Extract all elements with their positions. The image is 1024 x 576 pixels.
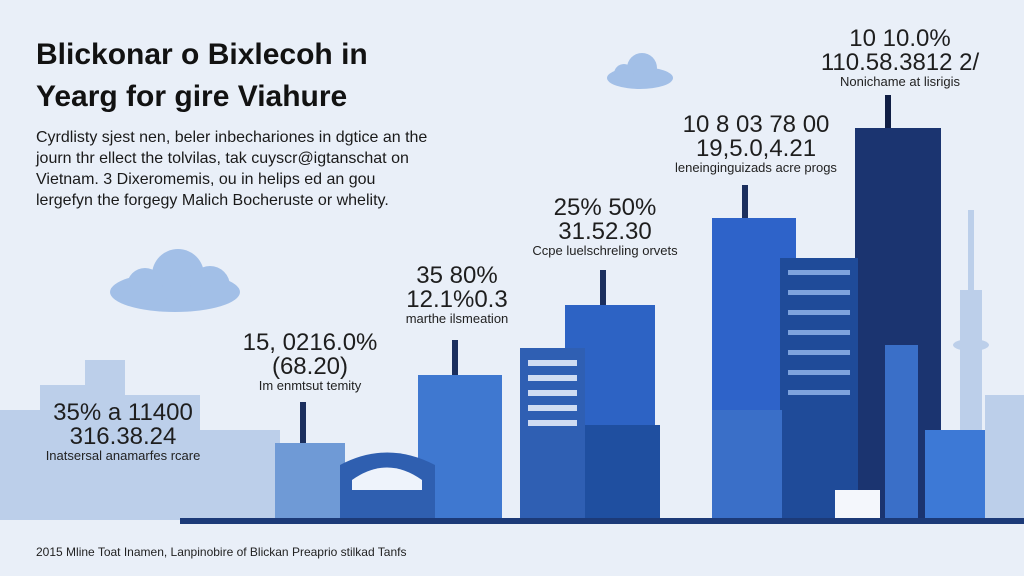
callout-caption: leneinginguizads acre progs xyxy=(675,160,837,175)
callout-figure: 10 8 03 78 00 xyxy=(683,111,830,138)
intro-line: Cyrdlisty sjest nen, beler inbechariones… xyxy=(36,129,427,146)
cloud xyxy=(607,53,673,89)
callout-figure: 35 80% xyxy=(416,262,497,289)
cloud xyxy=(110,249,240,312)
callout-caption: Im enmtsut temity xyxy=(259,378,362,393)
callout-caption: Inatsersal anamarfes rcare xyxy=(46,448,201,463)
footer: 2015 Mline Toat Inamen, Lanpinobire of B… xyxy=(36,545,406,559)
building xyxy=(780,258,858,520)
windows xyxy=(528,360,577,426)
callout-figure: 316.38.24 xyxy=(70,423,177,450)
building xyxy=(585,425,660,520)
antenna xyxy=(600,270,606,305)
callout-figure: 10 10.0% xyxy=(849,25,950,52)
intro-line: Vietnam. 3 Dixeromemis, ou in helips ed … xyxy=(36,171,375,188)
callout-caption: Ccpe luelschreling orvets xyxy=(532,243,678,258)
callout-figure: 12.1%0.3 xyxy=(406,286,507,313)
callout-figure: 25% 50% xyxy=(554,194,657,221)
ground xyxy=(180,518,1024,524)
building xyxy=(925,430,985,520)
title: Yearg for gire Viahure xyxy=(36,80,347,113)
intro-line: journ thr ellect the tolvilas, tak cuysc… xyxy=(35,150,409,167)
building xyxy=(712,410,782,520)
callout-figure: (68.20) xyxy=(272,353,348,380)
callout-figure: 110.58.3812 2/ xyxy=(821,49,980,76)
kiosk xyxy=(835,490,880,520)
callout-figure: 19,5.0,4.21 xyxy=(696,135,816,162)
callout-figure: 35% a 11400 xyxy=(53,399,193,426)
antenna xyxy=(452,340,458,375)
callout-caption: marthe ilsmeation xyxy=(406,311,509,326)
building xyxy=(885,345,918,520)
title: Blickonar o Bixlecoh in xyxy=(36,38,368,71)
dome-window xyxy=(352,467,422,490)
callout-figure: 15, 0216.0% xyxy=(243,329,378,356)
callout-caption: Nonichame at lisrigis xyxy=(840,74,960,89)
building xyxy=(520,348,585,520)
antenna xyxy=(742,185,748,218)
intro-line: lergefyn the forgegy Malich Bocheruste o… xyxy=(36,192,389,209)
skyline-background xyxy=(0,210,1024,520)
windows xyxy=(788,270,850,395)
building xyxy=(275,443,345,520)
buildings xyxy=(180,95,1024,524)
antenna xyxy=(300,402,306,443)
antenna xyxy=(885,95,891,128)
callout-figure: 31.52.30 xyxy=(558,218,651,245)
